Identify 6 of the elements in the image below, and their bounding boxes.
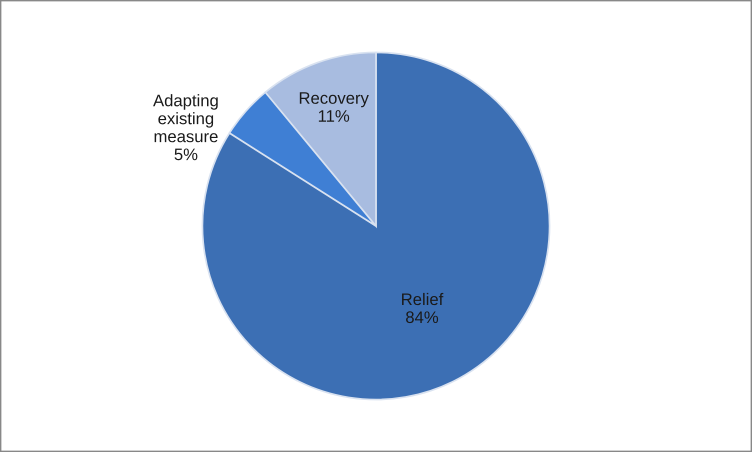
data-label: 5% [174,148,198,160]
slice-label: Relief [402,292,444,306]
data-label: 11% [318,110,350,122]
slice-label: Recovery [300,92,369,108]
slice-label: Adapting existing measure [153,94,218,142]
data-label: 84% [406,311,438,324]
